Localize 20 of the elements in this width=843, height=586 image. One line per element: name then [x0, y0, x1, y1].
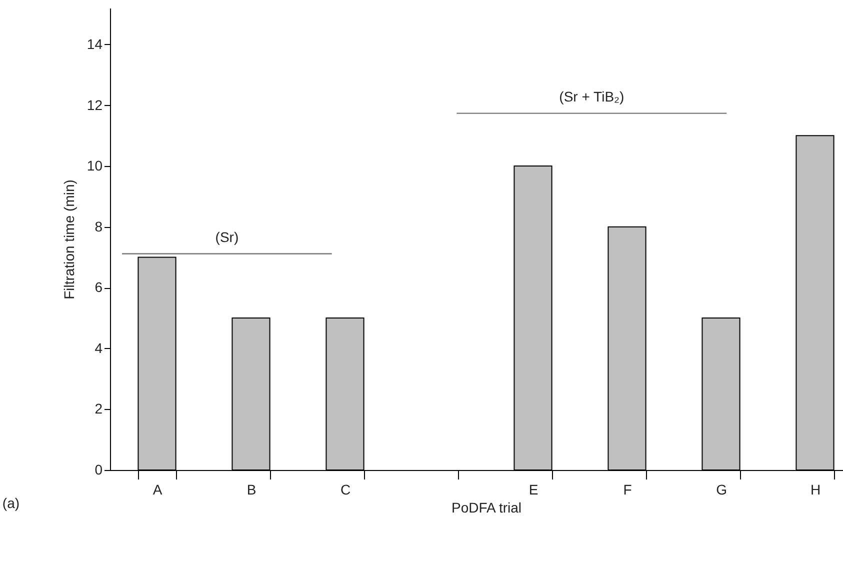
y-tick-label: 0 [94, 462, 103, 478]
y-tick-label: 10 [86, 158, 103, 174]
x-tick-label: H [810, 482, 821, 498]
annotation: (Sr) [215, 228, 239, 245]
y-tick-label: 14 [86, 36, 103, 52]
y-tick-label: 6 [94, 279, 103, 296]
x-tick-label: G [716, 482, 727, 498]
text: (a) [2, 495, 20, 511]
annotation: (Sr + TiB₂) [559, 88, 624, 104]
x-tick-label: B [246, 482, 256, 498]
y-tick-label: 4 [94, 340, 103, 356]
y-tick-label: 8 [94, 218, 103, 234]
y-tick-label: 12 [86, 96, 103, 113]
x-tick-label: E [528, 482, 538, 498]
x-tick-label: F [623, 482, 632, 498]
x-tick-label: A [152, 482, 163, 498]
y-tick-label: 2 [94, 400, 103, 417]
y-axis-title: Filtration time (min) [60, 180, 77, 300]
x-tick-label: C [340, 482, 351, 498]
x-axis-title: PoDFA trial [451, 500, 522, 516]
